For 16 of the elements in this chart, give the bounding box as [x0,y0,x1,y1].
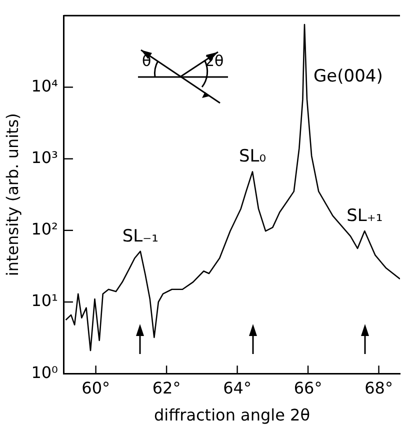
annotation: Ge(004) [314,66,383,87]
x-tick-label: 60° [82,378,110,398]
annotation: SL₀ [238,146,266,167]
y-tick-label: 10¹ [31,291,58,310]
y-tick-label: 10⁴ [31,76,58,96]
y-tick-label: 10² [31,220,58,239]
y-tick-label: 10³ [31,148,58,167]
x-tick-label: 68° [364,378,393,398]
annotation: SL₋₁ [122,226,158,246]
x-tick-label: 66° [294,378,322,398]
y-tick-label: 10⁰ [31,362,58,382]
x-axis-title: diffraction angle 2θ [154,406,310,425]
annotation: SL₊₁ [346,206,383,226]
x-tick-label: 62° [152,378,181,398]
y-axis-title: intensity (arb. units) [2,113,22,276]
x-tick-label: 64° [223,378,252,398]
